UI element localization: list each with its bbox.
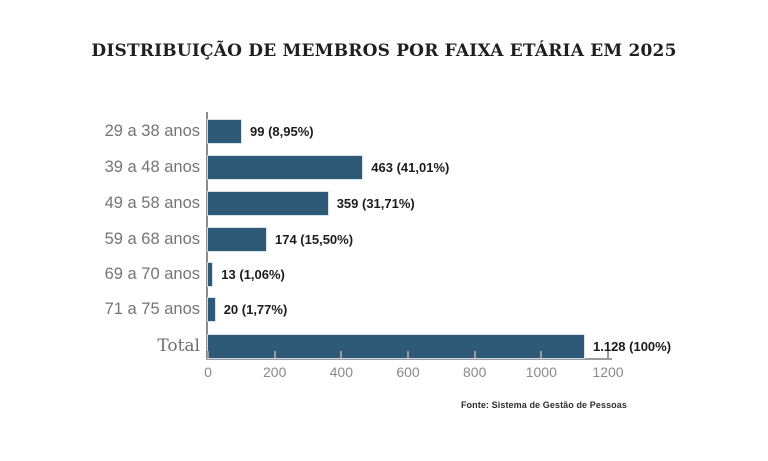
x-tick-label: 800 — [463, 364, 487, 380]
category-label: 49 a 58 anos — [104, 193, 200, 212]
value-label: 20 (1,77%) — [223, 301, 288, 317]
category-label: 59 a 68 anos — [104, 229, 200, 248]
bar — [208, 297, 215, 321]
value-label: 359 (31,71%) — [336, 195, 415, 211]
category-label: 29 a 38 anos — [104, 121, 200, 140]
value-label: 13 (1,06%) — [221, 266, 285, 282]
category-label: 39 a 48 anos — [104, 157, 200, 176]
x-tick — [407, 351, 409, 358]
x-tick — [540, 351, 543, 358]
bar — [208, 262, 213, 286]
bar — [208, 155, 363, 179]
value-label: 99 (8,95%) — [250, 123, 314, 139]
category-label: Total — [157, 335, 200, 356]
x-tick-label: 200 — [263, 364, 287, 380]
value-label: 463 (41,01%) — [371, 159, 450, 175]
x-tick — [607, 351, 609, 358]
y-axis-line — [206, 112, 208, 360]
bar — [208, 334, 584, 358]
x-tick-label: 0 — [204, 364, 212, 380]
bar — [208, 119, 241, 143]
plot-area: 29 a 38 anos 99 (8,95%) 39 a 48 anos 463 (4… — [105, 112, 671, 380]
x-axis-line — [206, 358, 612, 360]
x-tick-label: 600 — [396, 364, 420, 380]
x-tick-label: 1000 — [525, 364, 557, 380]
category-label: 71 a 75 anos — [104, 299, 200, 318]
source-note: Fonte: Sistema de Gestão de Pessoas — [460, 400, 627, 410]
x-tick — [340, 351, 343, 358]
category-label: 69 a 70 anos — [104, 264, 200, 283]
x-tick — [473, 351, 476, 358]
x-tick — [273, 351, 276, 358]
x-tick-label: 1200 — [592, 364, 624, 380]
x-tick-label: 400 — [329, 364, 353, 380]
chart-title: DISTRIBUIÇÃO DE MEMBROS POR FAIXA ETÁRIA… — [91, 41, 677, 61]
value-label: 174 (15,50%) — [275, 231, 354, 247]
bar — [208, 191, 328, 215]
bar — [208, 227, 266, 251]
value-label: 1.128 (100%) — [593, 338, 672, 354]
x-tick — [207, 351, 209, 358]
